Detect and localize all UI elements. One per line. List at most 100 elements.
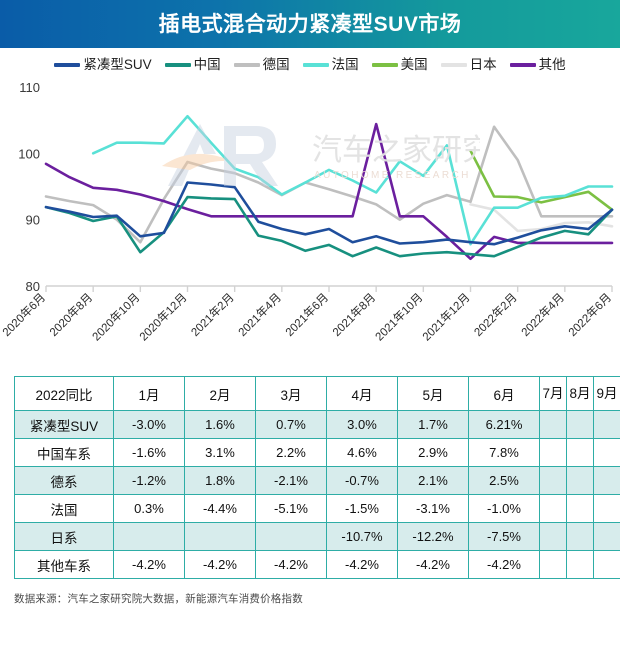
table-cell: 1.6% — [184, 410, 256, 439]
table-col-header-3: 3月 — [255, 376, 327, 411]
legend-item-1[interactable]: 紧凑型SUV — [54, 56, 152, 72]
table-corner-header: 2022同比 — [14, 376, 114, 411]
x-axis-tick-label: 2022年6月 — [565, 290, 614, 339]
table-header-row: 2022同比1月2月3月4月5月6月7月8月9月10月11月12月 — [14, 376, 620, 411]
table-cell: 2.2% — [255, 438, 327, 467]
table-cell: -0.7% — [326, 466, 398, 495]
chart-legend: 紧凑型SUV 中国 德国 法国 美国 日本 其他 — [0, 48, 620, 76]
table-cell-empty — [539, 466, 567, 495]
source-note: 数据来源：汽车之家研究院大数据，新能源汽车消费价格指数 — [14, 593, 303, 605]
table-cell-empty — [566, 466, 594, 495]
table-row: 中国车系 -1.6% 3.1% 2.2% 4.6% 2.9% 7.8% — [14, 438, 620, 467]
table-head: 2022同比1月2月3月4月5月6月7月8月9月10月11月12月 — [14, 376, 620, 411]
table-cell: -4.2% — [397, 550, 469, 579]
table-cell: -1.5% — [326, 494, 398, 523]
x-axis-tick-label: 2020年10月 — [89, 290, 142, 343]
table-cell: -4.2% — [255, 550, 327, 579]
legend-swatch-icon — [440, 62, 467, 67]
table-cell-empty — [593, 438, 620, 467]
table-cell: -5.1% — [255, 494, 327, 523]
table-row-label: 其他车系 — [14, 550, 114, 579]
table-row: 德系 -1.2% 1.8% -2.1% -0.7% 2.1% 2.5% — [14, 466, 620, 495]
legend-item-5[interactable]: 美国 — [371, 56, 428, 72]
table-cell: -1.0% — [468, 494, 540, 523]
x-axis-tick-label: 2021年10月 — [372, 290, 425, 343]
legend-label: 紧凑型SUV — [83, 56, 152, 72]
table-row-label: 日系 — [14, 522, 114, 551]
table-cell: 3.0% — [326, 410, 398, 439]
table-cell-empty — [539, 550, 567, 579]
table-cell: 4.6% — [326, 438, 398, 467]
series-line-美国 — [469, 149, 614, 211]
table-cell: -4.2% — [468, 550, 540, 579]
table-cell: -2.1% — [255, 466, 327, 495]
series-line-中国 — [44, 195, 614, 258]
x-axis-tick-label: 2022年2月 — [471, 290, 520, 339]
x-axis-tick-label: 2021年6月 — [282, 290, 331, 339]
page-title: 插电式混合动力紧凑型SUV市场 — [158, 12, 462, 36]
table-cell-empty — [593, 410, 620, 439]
table-cell-empty — [566, 438, 594, 467]
table-cell-empty — [593, 522, 620, 551]
table-cell: -12.2% — [397, 522, 469, 551]
table-row-label: 德系 — [14, 466, 114, 495]
series-line-其他 — [44, 122, 614, 261]
legend-label: 德国 — [262, 56, 290, 72]
table-col-header-1: 1月 — [113, 376, 185, 411]
table-body: 紧凑型SUV -3.0% 1.6% 0.7% 3.0% 1.7% 6.21% 中国车系 -1.6… — [14, 410, 620, 579]
table-cell: 0.3% — [113, 494, 185, 523]
table-col-header-7: 7月 — [539, 376, 567, 411]
y-axis-tick-label: 110 — [19, 80, 40, 95]
table-col-header-2: 2月 — [184, 376, 256, 411]
series-line-德国 — [44, 125, 614, 244]
legend-item-4[interactable]: 法国 — [302, 56, 359, 72]
legend-label: 中国 — [193, 56, 221, 72]
legend-swatch-icon — [302, 62, 329, 67]
legend-label: 其他 — [538, 56, 566, 72]
table-cell-empty — [593, 466, 620, 495]
header-bar: 插电式混合动力紧凑型SUV市场 — [0, 0, 620, 48]
table-cell: 7.8% — [468, 438, 540, 467]
table-cell-empty — [539, 438, 567, 467]
table-cell: 2.9% — [397, 438, 469, 467]
legend-label: 日本 — [469, 56, 497, 72]
table-cell: -4.2% — [184, 550, 256, 579]
legend-label: 法国 — [331, 56, 359, 72]
table-cell: -4.2% — [113, 550, 185, 579]
legend-item-7[interactable]: 其他 — [509, 56, 566, 72]
comparison-table: 2022同比1月2月3月4月5月6月7月8月9月10月11月12月 紧凑型SUV… — [14, 376, 620, 579]
x-axis-tick-label: 2020年8月 — [47, 290, 96, 339]
table-cell-empty — [566, 522, 594, 551]
table-cell — [255, 522, 327, 551]
table-col-header-9: 9月 — [593, 376, 620, 411]
table-cell: -4.2% — [326, 550, 398, 579]
table-row-label: 中国车系 — [14, 438, 114, 467]
legend-swatch-icon — [509, 62, 536, 67]
table-row: 日系 -10.7% -12.2% -7.5% — [14, 522, 620, 551]
legend-swatch-icon — [233, 62, 260, 67]
x-axis-tick-label: 2022年4月 — [518, 290, 567, 339]
table-cell: 1.8% — [184, 466, 256, 495]
legend-item-3[interactable]: 德国 — [233, 56, 290, 72]
table-row-label: 法国 — [14, 494, 114, 523]
table-cell: -3.1% — [397, 494, 469, 523]
legend-label: 美国 — [400, 56, 428, 72]
table-cell-empty — [539, 522, 567, 551]
x-axis-tick-label: 2021年12月 — [419, 290, 472, 343]
table-cell: 2.1% — [397, 466, 469, 495]
table-cell: -4.4% — [184, 494, 256, 523]
legend-item-6[interactable]: 日本 — [440, 56, 497, 72]
line-chart: 80 90 100 110 2020年6月 2020年8月2020年10月2020年12月… — [0, 80, 614, 344]
x-axis-tick-label: 2021年8月 — [330, 290, 379, 339]
table-cell: -3.0% — [113, 410, 185, 439]
table-col-header-6: 6月 — [468, 376, 540, 411]
chart-area: 80 90 100 110 2020年6月 2020年8月 2020年10月 2020年12月… — [0, 76, 620, 376]
x-axis-tick-label: 2021年2月 — [188, 290, 237, 339]
x-axis-tick-label: 2020年12月 — [136, 290, 189, 343]
legend-item-2[interactable]: 中国 — [164, 56, 221, 72]
table-col-header-5: 5月 — [397, 376, 469, 411]
comparison-table-wrap: 2022同比1月2月3月4月5月6月7月8月9月10月11月12月 紧凑型SUV… — [0, 376, 620, 579]
table-cell: 2.5% — [468, 466, 540, 495]
table-cell-empty — [566, 494, 594, 523]
table-row: 法国 0.3% -4.4% -5.1% -1.5% -3.1% -1.0% — [14, 494, 620, 523]
